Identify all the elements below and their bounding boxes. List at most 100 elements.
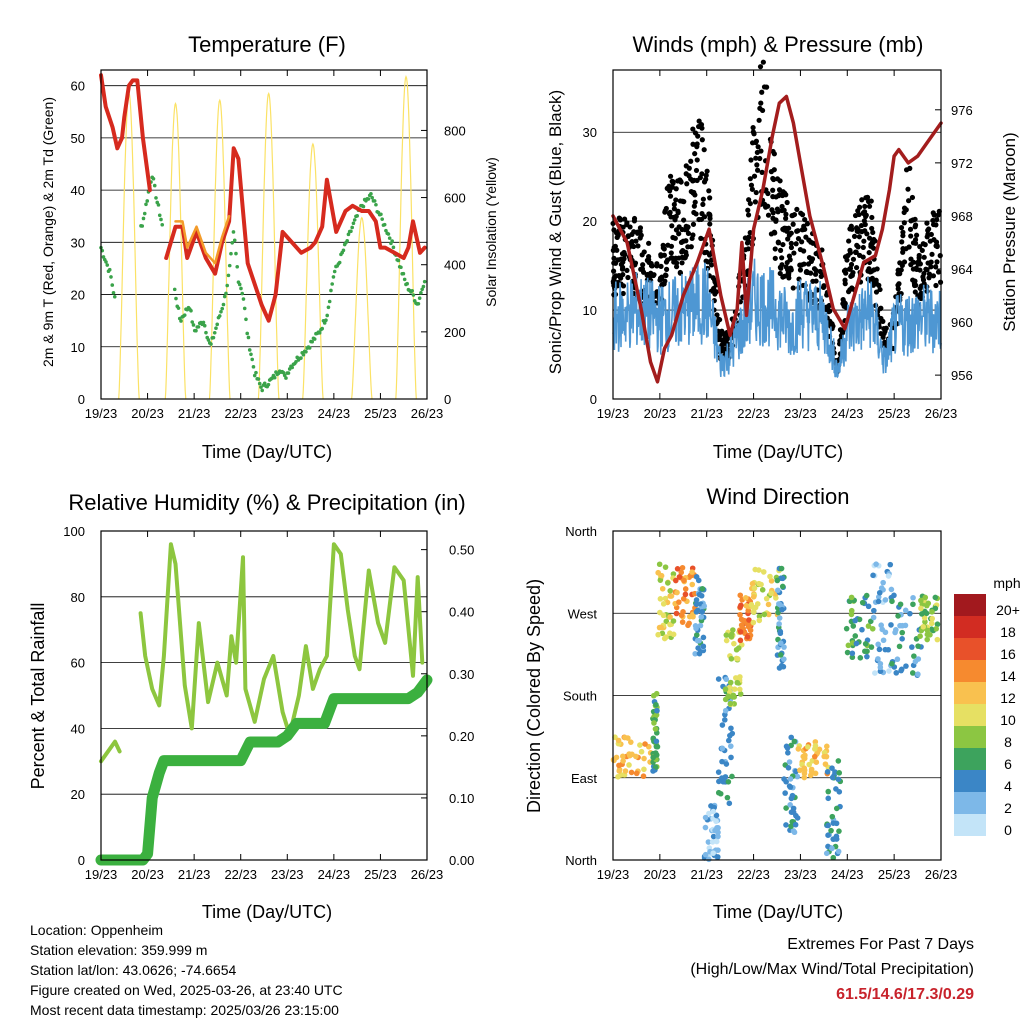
- direction-point: [754, 601, 761, 607]
- direction-point: [836, 789, 843, 795]
- direction-point: [737, 604, 743, 610]
- direction-point: [701, 603, 708, 609]
- direction-point: [787, 776, 794, 782]
- y-tick-label: North: [565, 524, 597, 539]
- direction-point: [673, 577, 679, 584]
- direction-point: [865, 623, 872, 629]
- direction-point: [628, 739, 634, 745]
- direction-point: [781, 644, 787, 650]
- gust-point: [707, 195, 713, 201]
- gust-point: [921, 254, 927, 260]
- direction-point: [738, 622, 745, 628]
- gust-point: [896, 281, 902, 287]
- dewpoint-point: [325, 313, 329, 318]
- gust-point: [625, 233, 631, 239]
- direction-point: [719, 722, 726, 728]
- station-location: Location: Oppenheim: [30, 922, 164, 938]
- gust-point: [797, 246, 803, 253]
- wind-direction-ylabel: Direction (Colored By Speed): [524, 579, 544, 813]
- y2-tick-label: 964: [951, 262, 973, 277]
- direction-point: [829, 765, 835, 771]
- dewpoint-point: [101, 255, 106, 259]
- gust-point: [699, 211, 705, 217]
- x-tick-label: 24/23: [831, 867, 864, 882]
- direction-point: [872, 670, 878, 676]
- gust-point: [746, 197, 752, 203]
- direction-point: [653, 690, 660, 697]
- gust-point: [910, 259, 916, 265]
- colorbar-title: mph: [993, 575, 1020, 591]
- direction-point: [802, 752, 808, 759]
- winds-ylabel: Sonic/Prop Wind & Gust (Blue, Black): [546, 90, 565, 374]
- extremes-box: Extremes For Past 7 Days (High/Low/Max W…: [690, 932, 974, 1007]
- dewpoint-point: [420, 287, 424, 292]
- gust-point: [843, 270, 849, 276]
- dewpoint-point: [229, 251, 233, 256]
- gust-point: [677, 269, 683, 276]
- gust-point: [663, 259, 670, 265]
- x-tick-label: 26/23: [925, 867, 958, 882]
- dewpoint-point: [260, 388, 265, 393]
- direction-point: [792, 821, 799, 828]
- direction-point: [898, 666, 905, 673]
- gust-point: [689, 235, 695, 242]
- gust-point: [842, 277, 848, 283]
- dewpoint-point: [327, 299, 332, 304]
- direction-point: [746, 617, 752, 623]
- dewpoint-point: [290, 365, 295, 370]
- gust-point: [667, 209, 673, 215]
- direction-point: [870, 572, 876, 579]
- gust-point: [747, 200, 753, 207]
- gust-point: [708, 262, 715, 268]
- direction-point: [836, 770, 843, 776]
- gust-point: [787, 257, 793, 263]
- dewpoint-point: [212, 330, 217, 335]
- direction-point: [785, 765, 792, 771]
- gust-point: [929, 251, 935, 257]
- gust-point: [693, 167, 700, 174]
- gust-point: [753, 138, 760, 144]
- gust-point: [697, 175, 703, 181]
- gust-point: [773, 194, 779, 200]
- gust-point: [672, 217, 678, 223]
- gust-point: [750, 125, 756, 131]
- y-tick-label: 80: [71, 590, 85, 605]
- direction-point: [811, 753, 818, 760]
- direction-point: [713, 812, 720, 819]
- gust-point: [769, 207, 775, 213]
- direction-point: [821, 753, 827, 760]
- direction-point: [641, 755, 647, 762]
- gust-point: [851, 233, 858, 239]
- gust-point: [691, 203, 697, 209]
- direction-point: [877, 668, 884, 675]
- dewpoint-point: [391, 245, 396, 250]
- dewpoint-point: [411, 293, 416, 297]
- gust-point: [895, 271, 901, 277]
- direction-point: [776, 621, 782, 627]
- direction-point: [779, 583, 786, 590]
- direction-point: [767, 573, 773, 580]
- dewpoint-point: [320, 326, 324, 331]
- dewpoint-point: [387, 236, 392, 240]
- gust-point: [774, 176, 781, 182]
- humidity-panel: Relative Humidity (%) & Precipitation (i…: [28, 490, 474, 922]
- direction-point: [750, 608, 757, 615]
- direction-point: [721, 717, 728, 723]
- direction-point: [765, 601, 772, 608]
- dewpoint-point: [240, 291, 245, 296]
- colorbar-swatch: [954, 792, 986, 814]
- gust-point: [786, 232, 792, 238]
- gust-point: [784, 199, 790, 206]
- direction-point: [650, 754, 656, 761]
- direction-point: [784, 745, 791, 751]
- direction-point: [710, 833, 717, 840]
- direction-point: [698, 614, 705, 620]
- y2-tick-label: 0.00: [449, 853, 474, 868]
- dewpoint-point: [416, 302, 421, 306]
- gust-point: [684, 181, 690, 187]
- direction-point: [694, 637, 701, 644]
- colorbar-label: 10: [1000, 712, 1016, 728]
- gust-point: [624, 267, 630, 274]
- gust-point: [908, 233, 914, 239]
- colorbar-swatch: [954, 704, 986, 726]
